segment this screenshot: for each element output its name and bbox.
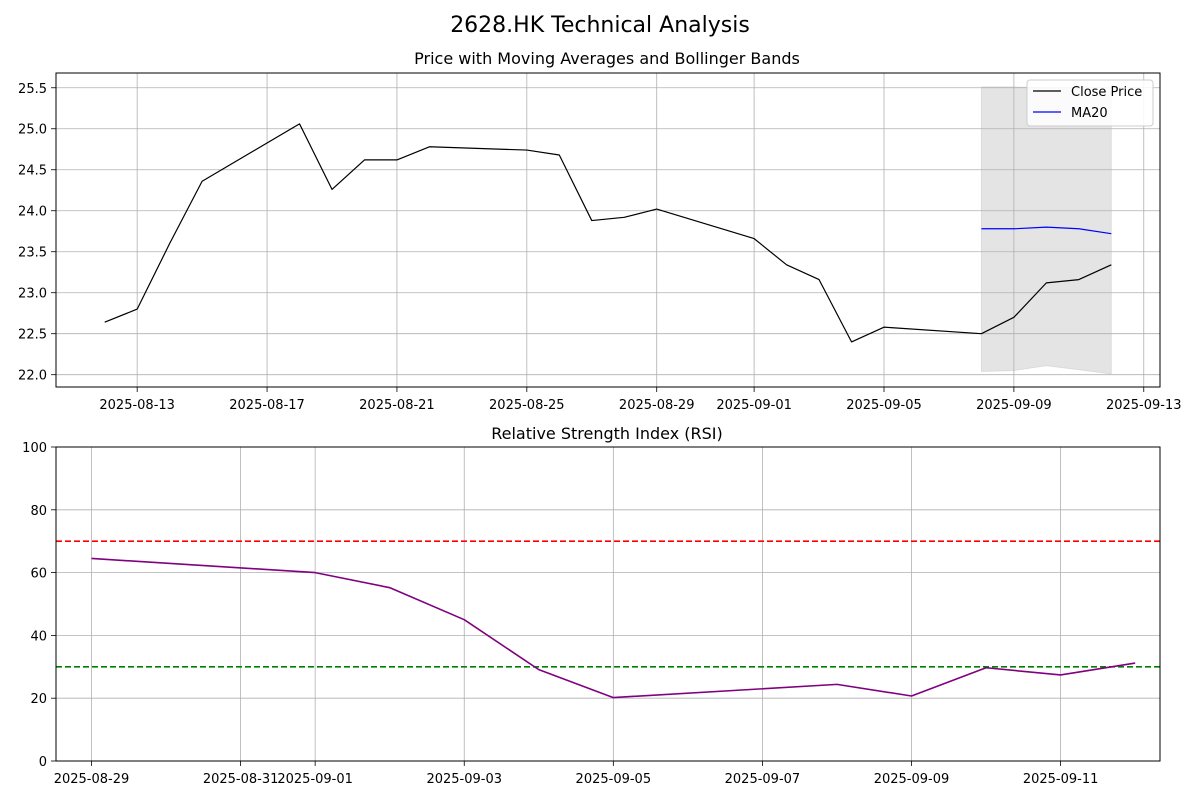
rsi-plot-frame: [55, 446, 1161, 762]
price-plot-frame: [55, 72, 1161, 388]
price-x-tick-label: 2025-09-01: [716, 398, 792, 413]
rsi-x-tick-label: 2025-09-07: [725, 772, 801, 787]
rsi-x-tick-label: 2025-09-09: [874, 772, 950, 787]
price-y-tick-label: 25.5: [18, 82, 47, 97]
rsi-series-lines: [91, 557, 1136, 699]
figure-title: 2628.HK Technical Analysis: [450, 13, 750, 38]
price-legend: Close Price MA20: [1026, 79, 1154, 127]
price-x-tick-label: 2025-08-25: [489, 398, 565, 413]
price-y-tick-label: 23.5: [18, 246, 47, 261]
rsi-y-tick-label: 40: [30, 629, 47, 644]
price-y-tick-label: 22.0: [18, 369, 47, 384]
price-y-tick-label: 23.0: [18, 287, 47, 302]
rsi-threshold-lines: [56, 540, 1160, 668]
price-x-tick-label: 2025-08-21: [359, 398, 435, 413]
series-line-close-price: [104, 123, 1112, 343]
price-chart: Price with Moving Averages and Bollinger…: [18, 49, 1181, 413]
price-x-tick-label: 2025-09-09: [976, 398, 1052, 413]
price-x-tick-label: 2025-08-17: [229, 398, 305, 413]
price-x-tick-label: 2025-09-05: [846, 398, 922, 413]
rsi-y-tick-label: 20: [30, 692, 47, 707]
price-x-tick-label: 2025-08-29: [619, 398, 695, 413]
price-y-tick-label: 22.5: [18, 328, 47, 343]
price-chart-title: Price with Moving Averages and Bollinger…: [414, 49, 800, 68]
rsi-y-tick-label: 60: [30, 567, 47, 582]
price-y-tick-label: 24.5: [18, 164, 47, 179]
price-y-tick-label: 25.0: [18, 123, 47, 138]
rsi-x-tick-label: 2025-08-29: [54, 772, 130, 787]
rsi-x-tick-label: 2025-09-11: [1023, 772, 1099, 787]
series-line-rsi: [91, 557, 1136, 699]
price-axis-ticks: 2025-08-13 2025-08-17 2025-08-21 2025-08-25…: [18, 82, 1181, 413]
rsi-chart-title: Relative Strength Index (RSI): [491, 424, 723, 443]
legend-label-ma20: MA20: [1071, 106, 1108, 121]
price-series-lines: [104, 123, 1112, 343]
rsi-y-tick-label: 0: [39, 755, 47, 770]
rsi-x-tick-label: 2025-08-31: [203, 772, 279, 787]
price-y-tick-label: 24.0: [18, 205, 47, 220]
rsi-y-tick-label: 80: [30, 504, 47, 519]
legend-label-close-price: Close Price: [1071, 85, 1142, 100]
rsi-gridlines: [56, 446, 1160, 762]
rsi-x-tick-label: 2025-09-03: [426, 772, 502, 787]
rsi-chart: Relative Strength Index (RSI) 2025-08-29…: [22, 424, 1161, 787]
rsi-x-tick-label: 2025-09-01: [277, 772, 353, 787]
rsi-x-tick-label: 2025-09-05: [576, 772, 652, 787]
price-x-tick-label: 2025-09-13: [1106, 398, 1182, 413]
rsi-y-tick-label: 100: [22, 441, 47, 456]
price-x-tick-label: 2025-08-13: [99, 398, 175, 413]
series-line-ma20: [981, 226, 1112, 235]
price-gridlines: [56, 73, 1160, 387]
